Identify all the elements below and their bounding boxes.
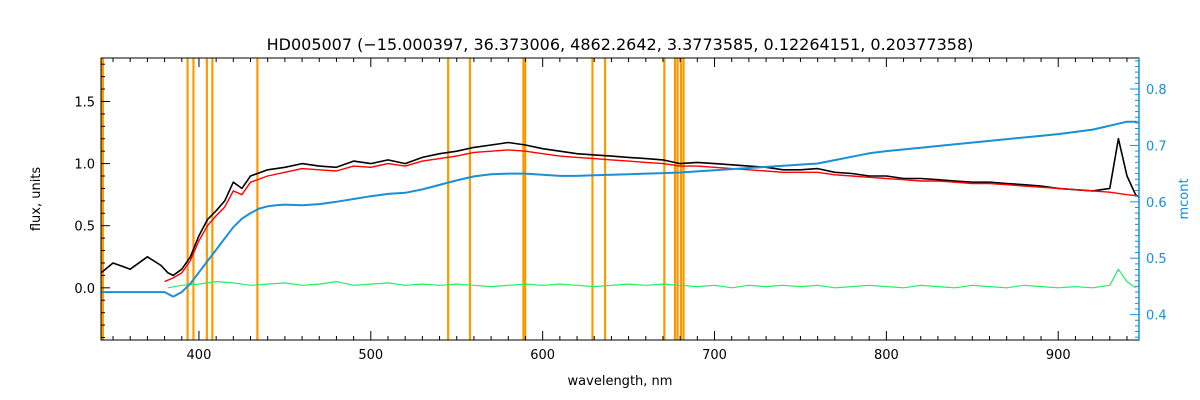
y-right-tick-label: 0.4 — [1146, 309, 1167, 324]
x-tick-label: 500 — [358, 348, 383, 363]
y-tick-label: 1.5 — [74, 95, 95, 110]
x-axis: 400 500 600 700 800 900 — [112, 58, 1128, 363]
y-right-tick-label: 0.8 — [1146, 83, 1167, 98]
series-line-continuum — [101, 120, 1139, 298]
mask-lines — [101, 58, 685, 340]
x-axis-label: wavelength, nm — [568, 374, 673, 389]
x-tick-label: 700 — [702, 348, 727, 363]
y-right-tick-label: 0.7 — [1146, 139, 1167, 154]
y-tick-label: 0.0 — [74, 282, 95, 297]
y-axis-right: 0.4 0.5 0.6 0.7 0.8 — [1130, 60, 1167, 338]
x-tick-label: 400 — [187, 348, 212, 363]
chart-title: HD005007 (−15.000397, 36.373006, 4862.26… — [267, 35, 974, 54]
series-line-residual — [167, 268, 1136, 289]
y-tick-label: 0.5 — [74, 220, 95, 235]
series-line-observed — [101, 137, 1139, 277]
y-tick-label: 1.0 — [74, 158, 95, 173]
y-axis: 0.0 0.5 1.0 1.5 — [74, 63, 110, 339]
y-axis-label: flux, units — [29, 167, 44, 232]
x-tick-label: 600 — [530, 348, 555, 363]
series-layer — [101, 120, 1139, 298]
series-line-model — [164, 149, 1139, 283]
x-tick-label: 800 — [874, 348, 899, 363]
y-right-tick-label: 0.6 — [1146, 196, 1167, 211]
y-right-tick-label: 0.5 — [1146, 252, 1167, 267]
y-axis-right-label: mcont — [1177, 178, 1192, 219]
x-tick-label: 900 — [1046, 348, 1071, 363]
